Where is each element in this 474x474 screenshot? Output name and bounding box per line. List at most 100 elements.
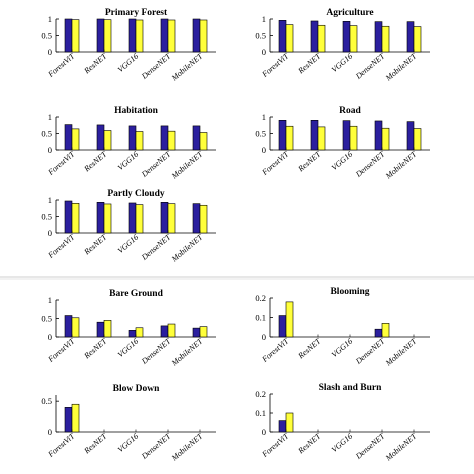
bar-b xyxy=(103,320,112,338)
bar-b xyxy=(381,127,390,151)
x-tick-label: ResNET xyxy=(296,336,323,361)
bar-b xyxy=(199,326,208,338)
x-tick-label: DenseNET xyxy=(139,336,173,366)
y-tick-label: 0.5 xyxy=(41,314,52,324)
bar-a xyxy=(160,202,169,234)
bar-a xyxy=(278,120,287,151)
bar-b xyxy=(413,26,422,53)
y-tick-label: 1 xyxy=(48,112,52,122)
x-tick-label: ResNET xyxy=(82,431,109,456)
bar-a xyxy=(128,18,137,53)
bar-a xyxy=(96,321,105,338)
bar-b xyxy=(71,19,80,53)
bar-b xyxy=(135,131,144,151)
panel-title: Road xyxy=(339,106,361,116)
bar-b xyxy=(317,24,326,53)
bar-a xyxy=(278,420,287,433)
bar-b xyxy=(349,25,358,53)
panel-title: Agriculture xyxy=(326,8,373,18)
x-tick-label: MobileNET xyxy=(383,336,419,368)
bar-b xyxy=(103,130,112,151)
x-tick-label: VGG16 xyxy=(330,432,355,455)
bar-b xyxy=(199,132,208,151)
bar-a xyxy=(192,18,201,53)
bar-b xyxy=(71,203,80,234)
y-tick-label: 1 xyxy=(48,195,52,205)
y-tick-label: 0 xyxy=(262,145,266,155)
x-tick-label: DenseNET xyxy=(139,232,173,262)
bar-a xyxy=(342,120,351,151)
x-tick-label: DenseNET xyxy=(353,336,387,366)
bar-b xyxy=(285,412,294,433)
panel-title: Primary Forest xyxy=(105,8,168,18)
y-tick-label: 0 xyxy=(262,332,266,342)
y-tick-label: 1 xyxy=(48,14,52,24)
x-tick-label: VGG16 xyxy=(116,337,141,360)
bar-b xyxy=(413,128,422,151)
x-tick-label: DenseNET xyxy=(353,431,387,461)
x-tick-label: MobileNET xyxy=(169,51,205,83)
x-tick-label: VGG16 xyxy=(116,432,141,455)
y-tick-label: 0.5 xyxy=(41,31,52,41)
y-tick-label: 1 xyxy=(48,295,52,305)
y-tick-label: 0 xyxy=(48,145,52,155)
x-tick-label: MobileNET xyxy=(383,149,419,181)
bar-b xyxy=(167,19,176,53)
y-tick-label: 0.5 xyxy=(41,212,52,222)
bar-b xyxy=(167,203,176,234)
bar-b xyxy=(317,126,326,151)
bar-a xyxy=(160,325,169,338)
y-tick-label: 0 xyxy=(48,228,52,238)
x-tick-label: ResNET xyxy=(82,336,109,361)
y-tick-label: 0.5 xyxy=(255,129,266,139)
bar-a xyxy=(160,18,169,53)
x-tick-label: DenseNET xyxy=(353,51,387,81)
bar-b xyxy=(167,130,176,151)
bar-b xyxy=(381,323,390,338)
y-tick-label: 0.5 xyxy=(255,31,266,41)
bar-b xyxy=(71,317,80,338)
bar-b xyxy=(103,203,112,234)
bar-a xyxy=(64,18,73,53)
x-tick-label: ResNET xyxy=(82,149,109,174)
x-tick-label: MobileNET xyxy=(383,51,419,83)
bar-a xyxy=(278,315,287,338)
bar-a xyxy=(342,21,351,53)
bar-a xyxy=(64,124,73,151)
bar-a xyxy=(64,200,73,234)
y-tick-label: 1 xyxy=(262,112,266,122)
bar-b xyxy=(285,301,294,338)
y-tick-label: 0.1 xyxy=(255,408,266,418)
x-tick-label: ResNET xyxy=(296,51,323,76)
y-tick-label: 0 xyxy=(262,47,266,57)
panel-title: Partly Cloudy xyxy=(107,189,165,199)
panel-title: Slash and Burn xyxy=(319,383,383,393)
x-tick-label: MobileNET xyxy=(383,431,419,463)
bar-b xyxy=(71,128,80,151)
bar-b xyxy=(103,19,112,53)
x-tick-label: VGG16 xyxy=(116,52,141,75)
x-tick-label: ResNET xyxy=(296,149,323,174)
y-tick-label: 1 xyxy=(262,14,266,24)
x-tick-label: DenseNET xyxy=(139,431,173,461)
x-tick-label: DenseNET xyxy=(139,149,173,179)
y-tick-label: 0.2 xyxy=(255,389,266,399)
bar-a xyxy=(192,203,201,234)
bar-b xyxy=(285,125,294,151)
bar-b xyxy=(199,204,208,234)
bar-a xyxy=(278,20,287,53)
y-tick-label: 0.5 xyxy=(41,129,52,139)
x-tick-label: DenseNET xyxy=(139,51,173,81)
bar-a xyxy=(96,124,105,151)
bar-a xyxy=(374,120,383,151)
bar-a xyxy=(374,21,383,53)
x-tick-label: ResNET xyxy=(82,232,109,257)
bar-b xyxy=(349,125,358,151)
x-tick-label: ResNET xyxy=(82,51,109,76)
bar-a xyxy=(64,407,73,433)
x-tick-label: MobileNET xyxy=(169,431,205,463)
